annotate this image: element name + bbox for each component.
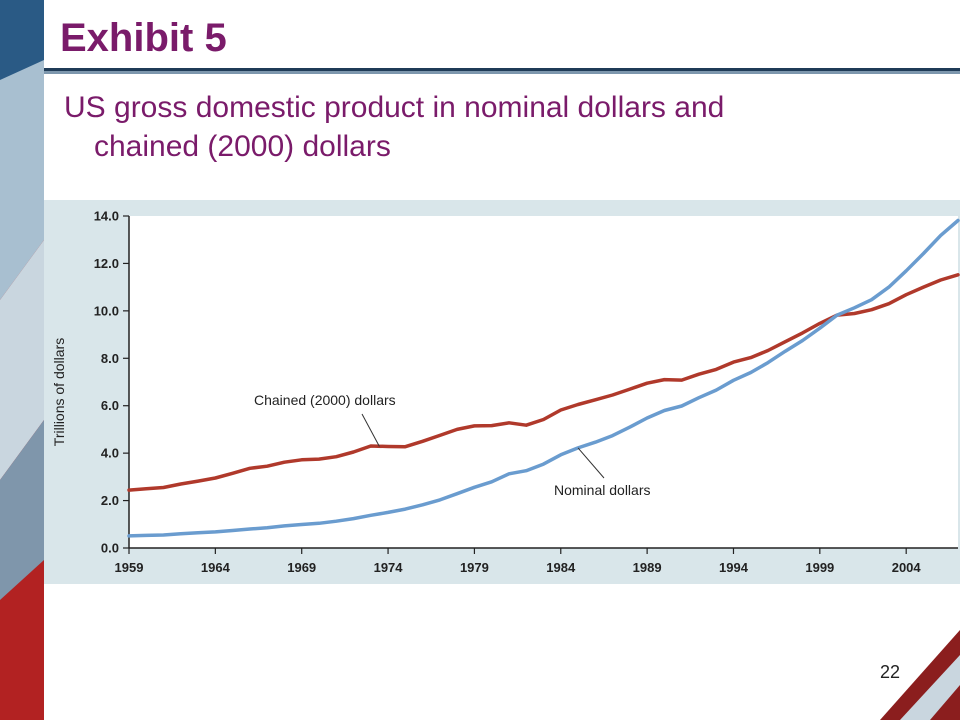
x-tick-label: 2004 <box>892 560 922 575</box>
page-number: 22 <box>880 662 901 682</box>
y-tick-label: 14.0 <box>94 209 119 224</box>
slide-title: Exhibit 5 <box>60 16 227 60</box>
subtitle-line-1: US gross domestic product in nominal dol… <box>64 91 725 124</box>
chained-dollars-annotation: Chained (2000) dollars <box>254 392 396 408</box>
y-tick-label: 0.0 <box>101 541 119 556</box>
x-tick-label: 1999 <box>805 560 834 575</box>
x-tick-label: 1979 <box>460 560 489 575</box>
gdp-chart-svg: 0.0 2.0 4.0 6.0 8.0 10.0 12.0 14.0 1959 1964 1969 1… <box>44 200 960 584</box>
x-tick-label: 1969 <box>287 560 316 575</box>
x-tick-label: 1974 <box>374 560 404 575</box>
y-tick-label: 10.0 <box>94 303 119 318</box>
x-tick-label: 1964 <box>201 560 231 575</box>
annotation-leader-line <box>577 447 605 479</box>
corner-decoration <box>880 610 960 720</box>
subtitle-line-2: chained (2000) dollars <box>94 130 391 163</box>
plot-area <box>129 216 958 548</box>
x-tick-label: 1984 <box>546 560 576 575</box>
x-tick-label: 1989 <box>633 560 662 575</box>
x-tick-label: 1994 <box>719 560 749 575</box>
left-decorative-band <box>0 0 44 720</box>
y-tick-label: 2.0 <box>101 493 119 508</box>
x-tick-label: 1959 <box>115 560 144 575</box>
slide-subtitle: US gross domestic product in nominal dol… <box>64 88 924 166</box>
y-tick-label: 8.0 <box>101 351 119 366</box>
nominal-dollars-annotation: Nominal dollars <box>554 482 650 498</box>
y-tick-label: 6.0 <box>101 398 119 413</box>
y-tick-label: 4.0 <box>101 446 119 461</box>
title-rule <box>44 68 960 74</box>
chained-dollars-line <box>127 273 960 492</box>
nominal-dollars-line <box>127 218 960 538</box>
annotation-leader-line <box>361 413 380 447</box>
y-axis-label: Trillions of dollars <box>51 338 67 446</box>
y-tick-label: 12.0 <box>94 256 119 271</box>
gdp-chart: 0.0 2.0 4.0 6.0 8.0 10.0 12.0 14.0 1959 1964 1969 1… <box>44 200 960 584</box>
